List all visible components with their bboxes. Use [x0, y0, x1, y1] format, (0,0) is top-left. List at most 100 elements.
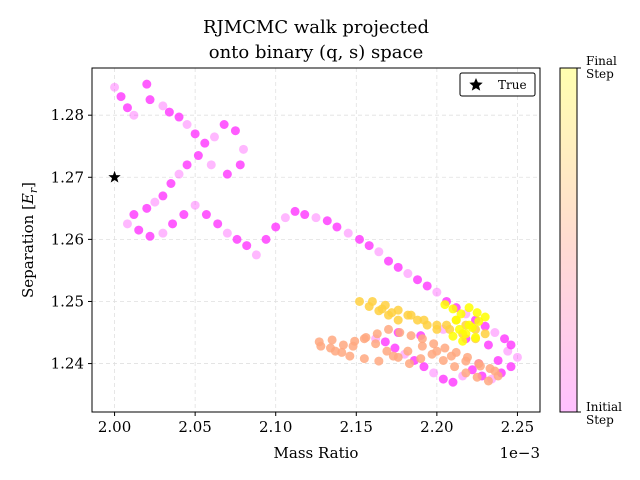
walk-point [406, 331, 416, 341]
walk-point [472, 372, 482, 382]
walk-point [182, 160, 192, 170]
walk-point [222, 169, 232, 179]
walk-point [512, 352, 522, 362]
walk-point [387, 308, 397, 318]
walk-point [290, 206, 300, 216]
walk-point [179, 210, 189, 220]
walk-point [338, 340, 348, 350]
plot-area: 2.00 2.05 2.10 2.15 2.20 2.25 1.241.251.261.2… [51, 67, 541, 436]
walk-point [490, 366, 500, 376]
walk-point [322, 216, 332, 226]
walk-point [490, 328, 500, 338]
x-tick-label: 2.00 [98, 418, 131, 436]
walk-point [350, 336, 360, 346]
walk-point [242, 241, 252, 251]
walk-point [182, 120, 192, 130]
walk-point [461, 329, 471, 339]
walk-point [475, 361, 485, 371]
walk-point [448, 331, 458, 341]
walk-point [388, 351, 398, 361]
y-axis-label: Separation [Er] [19, 182, 40, 298]
walk-point [454, 324, 464, 334]
walk-point [158, 228, 168, 238]
walk-point [417, 341, 427, 351]
walk-point [384, 256, 394, 266]
walk-point [193, 151, 203, 161]
walk-point [493, 355, 503, 365]
walk-point [251, 250, 261, 260]
walk-point [413, 275, 423, 285]
y-tick-label: 1.27 [51, 168, 84, 186]
walk-point [374, 356, 384, 366]
walk-point [134, 225, 144, 235]
true-value-star-marker [108, 170, 121, 183]
walk-point [461, 356, 471, 366]
walk-point [150, 197, 160, 207]
walk-point [190, 200, 200, 210]
walk-point [429, 339, 439, 349]
y-tick-label: 1.24 [51, 355, 84, 373]
walk-point [406, 310, 416, 320]
walk-point [129, 110, 139, 120]
y-tick-label: 1.28 [51, 106, 84, 124]
legend-star-icon [469, 78, 483, 91]
walk-point [403, 269, 413, 279]
walk-point [355, 296, 365, 306]
walk-point [330, 346, 340, 356]
walk-point [271, 222, 281, 232]
walk-point [461, 368, 471, 378]
chart-title-line-1: RJMCMC walk projected [203, 17, 429, 38]
walk-point [390, 343, 400, 353]
walk-point [261, 234, 271, 244]
walk-point [480, 312, 490, 322]
walk-point [158, 101, 168, 111]
walk-point [500, 334, 510, 344]
walk-point [467, 323, 477, 333]
walk-point [129, 210, 139, 220]
walk-point [110, 82, 120, 92]
walk-point [332, 222, 342, 232]
walk-point [174, 169, 184, 179]
walk-point [213, 219, 223, 229]
walk-point [480, 321, 490, 331]
walk-point [472, 308, 482, 318]
walk-point [446, 351, 456, 361]
walk-point [393, 315, 403, 325]
walk-point [122, 103, 132, 113]
walk-point [235, 160, 245, 170]
walk-point [503, 346, 513, 356]
walk-point [438, 355, 448, 365]
walk-point [219, 120, 229, 130]
walk-point [280, 213, 290, 223]
walk-point [471, 332, 481, 342]
walk-point [145, 95, 155, 105]
walk-point [448, 304, 458, 314]
walk-point [393, 262, 403, 272]
true-marker-layer [108, 170, 121, 183]
x-tick-label: 2.15 [340, 418, 373, 436]
walk-point [419, 315, 429, 325]
walk-point [232, 234, 242, 244]
walk-point [142, 203, 152, 213]
y-tick-label: 1.25 [51, 292, 84, 310]
walk-point [432, 287, 442, 297]
walk-point [432, 346, 442, 356]
walk-point [440, 343, 450, 353]
walk-point [456, 309, 466, 319]
walk-point [404, 359, 414, 369]
walk-point [417, 334, 427, 344]
walk-point [367, 296, 377, 306]
legend-box [459, 72, 536, 97]
walk-point [201, 210, 211, 220]
walk-point [174, 112, 184, 122]
walk-point [506, 362, 516, 372]
walk-point [209, 132, 219, 142]
walk-point [359, 354, 369, 364]
walk-point [122, 219, 132, 229]
walk-point [222, 228, 232, 238]
walk-point [483, 340, 493, 350]
walk-point [413, 315, 423, 325]
x-axis-offset-label: 1e−3 [499, 444, 540, 462]
walk-point [445, 324, 455, 334]
walk-point [343, 228, 353, 238]
